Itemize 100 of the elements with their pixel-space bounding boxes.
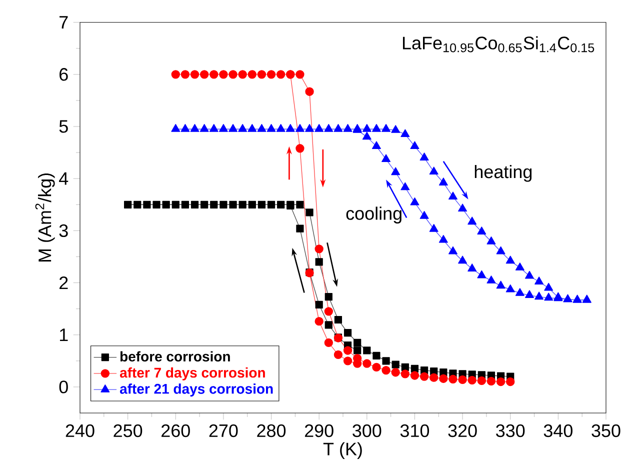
point	[458, 204, 468, 212]
point	[277, 200, 285, 208]
point	[372, 124, 381, 132]
point	[334, 124, 343, 132]
point	[143, 200, 151, 208]
x-tick-label: 340	[544, 424, 572, 438]
point	[534, 276, 544, 284]
point	[496, 246, 506, 254]
point	[448, 192, 458, 200]
point	[324, 124, 334, 132]
y-tick-label: 7	[60, 16, 68, 29]
point	[200, 70, 209, 79]
point	[276, 70, 286, 79]
point	[477, 226, 486, 234]
x-tick-label: 260	[162, 424, 190, 438]
x-tick-label: 250	[114, 424, 142, 438]
point	[496, 280, 506, 289]
legend-label: before corrosion	[120, 351, 230, 362]
point	[305, 124, 314, 132]
point	[448, 374, 458, 384]
point	[315, 300, 323, 308]
y-axis-title: M (Am$^{2}$/kg)	[35, 173, 55, 262]
point	[180, 70, 190, 79]
point	[286, 124, 295, 132]
point	[334, 350, 343, 359]
point	[296, 224, 304, 232]
y-tick-label: 1	[60, 328, 68, 342]
point	[400, 129, 410, 138]
point	[238, 200, 246, 208]
point	[438, 178, 448, 186]
point	[524, 290, 534, 298]
point	[228, 124, 238, 132]
point	[314, 124, 324, 132]
point	[382, 154, 391, 162]
x-tick-label: 300	[352, 424, 382, 438]
point	[392, 360, 400, 368]
point	[324, 307, 333, 316]
point	[200, 200, 208, 208]
point	[190, 124, 200, 132]
point	[468, 376, 476, 385]
x-tick-label: 320	[448, 424, 477, 438]
point	[477, 376, 486, 386]
point	[496, 377, 506, 386]
point	[134, 200, 142, 208]
point	[410, 371, 420, 380]
point	[314, 316, 324, 326]
point	[190, 70, 200, 79]
point	[324, 338, 333, 348]
y-tick-label: 5	[59, 120, 68, 133]
point	[152, 200, 160, 208]
point	[486, 376, 496, 386]
annotation: heating	[474, 164, 532, 182]
x-tick-label: 290	[304, 424, 334, 438]
point	[448, 246, 458, 254]
point	[372, 352, 380, 360]
point	[362, 359, 372, 368]
point	[248, 124, 257, 132]
point	[486, 236, 496, 244]
point	[438, 234, 448, 243]
x-tick-label: 330	[496, 424, 525, 438]
y-tick-label: 4	[59, 172, 68, 185]
point	[410, 141, 420, 150]
point	[267, 200, 276, 208]
legend-label: after 7 days corrosion	[120, 367, 265, 380]
point	[343, 124, 352, 132]
point	[180, 124, 190, 132]
x-axis-title: T (K)	[323, 442, 362, 460]
point	[315, 258, 323, 266]
point	[486, 276, 496, 284]
point	[506, 377, 515, 386]
point	[362, 124, 372, 132]
point	[257, 124, 266, 132]
point	[544, 292, 554, 301]
point	[171, 70, 180, 79]
point	[400, 182, 410, 190]
point	[363, 346, 371, 354]
point	[295, 124, 304, 132]
point	[296, 70, 304, 79]
point	[190, 200, 199, 208]
point	[306, 208, 314, 216]
legend-label: after 21 days corrosion	[120, 384, 273, 397]
point	[171, 124, 180, 132]
point	[429, 224, 438, 232]
point	[420, 210, 429, 219]
point	[266, 124, 276, 132]
point	[181, 200, 190, 208]
point	[391, 125, 400, 133]
point	[382, 357, 390, 365]
point	[124, 200, 132, 208]
point	[209, 124, 218, 132]
point	[354, 338, 362, 346]
point	[468, 264, 477, 272]
annotation: cooling	[346, 206, 402, 224]
point	[305, 87, 314, 96]
point	[162, 200, 170, 208]
x-tick-label: 350	[592, 424, 620, 438]
point	[314, 244, 324, 254]
point	[420, 152, 429, 160]
point	[477, 270, 486, 278]
x-tick-label: 270	[209, 424, 238, 438]
